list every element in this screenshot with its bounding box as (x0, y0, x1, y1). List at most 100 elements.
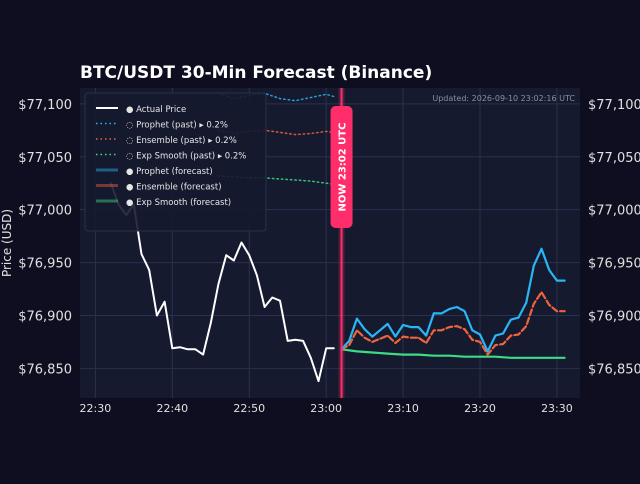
series-point-ensemble-forecast (463, 328, 466, 331)
x-tick-label: 22:40 (156, 402, 188, 415)
series-point-ensemble-forecast (386, 334, 389, 337)
legend-label: ● Ensemble (forecast) (126, 183, 222, 193)
series-point-prophet-forecast (363, 328, 366, 331)
series-line-ensemble-past (217, 129, 335, 136)
y-tick-label-right: $77,100 (588, 98, 640, 113)
y-tick-label-right: $76,850 (588, 362, 640, 377)
series-point-ensemble-forecast (548, 304, 551, 306)
series-point-ensemble-forecast (417, 336, 420, 339)
series-point-ensemble-forecast (563, 310, 566, 313)
x-tick-label: 23:00 (310, 402, 342, 415)
x-tick-label: 22:50 (233, 402, 265, 415)
series-point-exp-smooth-forecast (509, 356, 512, 359)
series-point-prophet-forecast (448, 308, 451, 310)
series-point-prophet-forecast (433, 312, 435, 315)
series-point-ensemble-forecast (525, 325, 527, 327)
series-line-exp-smooth-forecast (340, 348, 566, 359)
series-point-prophet-forecast (456, 306, 458, 308)
series-layer (109, 92, 566, 383)
series-point-prophet-forecast (356, 317, 358, 320)
series-point-ensemble-forecast (509, 334, 512, 337)
series-point-exp-smooth-forecast (463, 355, 466, 358)
series-point-ensemble-forecast (556, 310, 558, 313)
legend-label: ● Actual Price (126, 105, 186, 115)
series-line-ensemble-forecast (340, 291, 566, 356)
y-tick-label-left: $77,050 (18, 151, 72, 166)
series-point-ensemble-forecast (448, 326, 451, 328)
series-point-ensemble-forecast (371, 341, 374, 343)
series-line-actual-price (109, 182, 335, 383)
series-point-prophet-forecast (409, 326, 412, 328)
series-point-prophet-forecast (379, 329, 381, 332)
series-point-prophet-forecast (517, 316, 520, 319)
series-point-exp-smooth-forecast (556, 356, 558, 359)
series-point-exp-smooth-forecast (417, 353, 420, 356)
legend-label: ◌ Ensemble (past) ▸ 0.2% (126, 136, 237, 146)
series-point-prophet-forecast (417, 326, 420, 328)
series-point-exp-smooth-forecast (540, 356, 543, 359)
series-point-prophet-forecast (440, 312, 443, 315)
series-point-ensemble-forecast (471, 339, 474, 341)
series-point-prophet-forecast (548, 269, 551, 271)
series-point-ensemble-forecast (440, 329, 443, 332)
y-tick-label-left: $76,900 (18, 309, 72, 324)
y-tick-label-left: $76,850 (18, 362, 72, 377)
x-tick-label: 22:30 (80, 402, 112, 415)
series-point-prophet-forecast (563, 279, 566, 282)
series-point-prophet-forecast (525, 301, 527, 304)
y-tick-label-right: $76,950 (588, 257, 640, 272)
legend-label: ● Prophet (forecast) (126, 167, 213, 177)
series-point-ensemble-forecast (402, 335, 404, 338)
legend-label: ● Exp Smooth (forecast) (126, 198, 231, 208)
axis-labels: $76,850 $76,850 $76,900 $76,900 $76,950 $76,9… (0, 98, 640, 415)
chart-title: BTC/USDT 30-Min Forecast (Binance) (80, 63, 432, 83)
series-point-ensemble-forecast (486, 353, 489, 356)
series-point-ensemble-forecast (540, 291, 543, 293)
series-point-exp-smooth-forecast (433, 354, 435, 357)
series-line-prophet-past (217, 92, 335, 102)
series-point-prophet-forecast (471, 329, 474, 332)
x-tick-label: 23:10 (387, 402, 419, 415)
series-point-prophet-forecast (425, 334, 427, 337)
series-point-prophet-forecast (486, 350, 489, 353)
now-marker: NOW 23:02 UTC (330, 88, 353, 398)
legend: ● Actual Price ◌ Prophet (past) ▸ 0.2% ◌ E… (84, 92, 267, 232)
series-point-exp-smooth-forecast (402, 353, 404, 356)
now-label: NOW 23:02 UTC (338, 123, 349, 212)
series-point-prophet-forecast (502, 332, 504, 335)
y-tick-label-right: $76,900 (588, 309, 640, 324)
series-point-prophet-forecast (556, 279, 558, 282)
series-point-prophet-forecast (494, 334, 497, 337)
y-tick-label-left: $77,000 (18, 204, 72, 219)
series-point-prophet-forecast (463, 310, 466, 313)
legend-box (84, 92, 267, 232)
series-point-prophet-forecast (509, 318, 512, 321)
series-point-exp-smooth-forecast (479, 355, 481, 358)
y-axis-label: Price (USD) (0, 209, 14, 277)
series-point-exp-smooth-forecast (525, 356, 527, 359)
x-tick-label: 23:20 (464, 402, 496, 415)
series-point-ensemble-forecast (456, 325, 458, 327)
series-point-ensemble-forecast (479, 341, 481, 343)
legend-label: ◌ Exp Smooth (past) ▸ 0.2% (126, 152, 246, 162)
series-point-prophet-forecast (479, 333, 481, 336)
series-point-ensemble-forecast (363, 336, 366, 339)
series-point-ensemble-forecast (425, 342, 427, 344)
series-point-exp-smooth-forecast (386, 352, 389, 355)
series-point-prophet-forecast (402, 324, 404, 326)
series-point-ensemble-forecast (517, 333, 520, 336)
y-tick-label-right: $77,000 (588, 204, 640, 219)
series-point-exp-smooth-forecast (448, 354, 451, 357)
series-point-ensemble-forecast (379, 337, 381, 340)
series-point-ensemble-forecast (533, 303, 535, 305)
legend-label: ◌ Prophet (past) ▸ 0.2% (126, 121, 228, 131)
series-point-ensemble-forecast (433, 329, 435, 332)
series-point-exp-smooth-forecast (563, 356, 566, 359)
y-tick-label-left: $77,100 (18, 98, 72, 113)
series-point-prophet-forecast (386, 323, 389, 325)
series-point-prophet-forecast (348, 340, 351, 342)
x-tick-label: 23:30 (541, 402, 573, 415)
series-point-exp-smooth-forecast (494, 355, 497, 358)
series-point-prophet-forecast (533, 264, 535, 267)
